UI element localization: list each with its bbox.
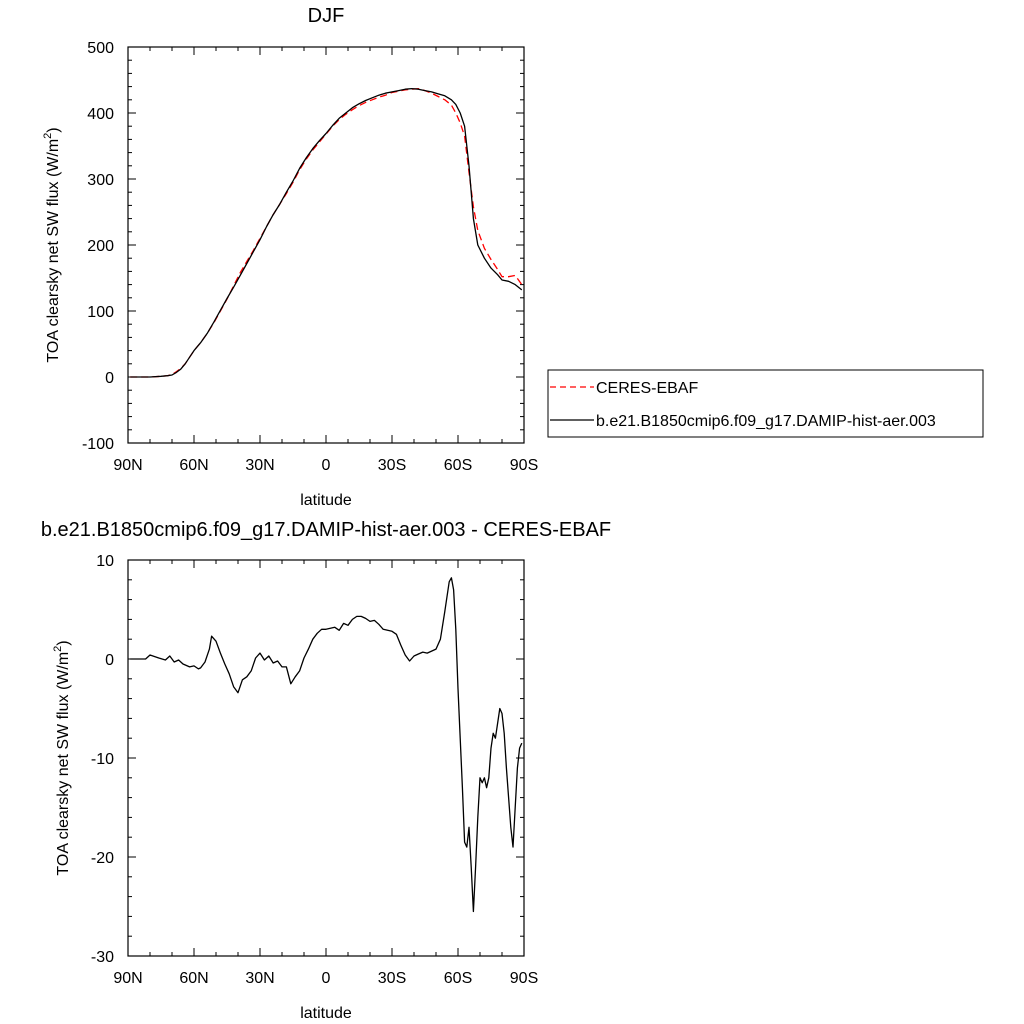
bottom-y-axis-label: TOA clearsky net SW flux (W/m2) bbox=[52, 640, 72, 875]
top-x-tick-labels: 90N 60N 30N 0 30S 60S 90S bbox=[113, 457, 538, 474]
bottom-chart-title: b.e21.B1850cmip6.f09_g17.DAMIP-hist-aer.… bbox=[41, 519, 611, 541]
bottom-x-tick-label: 60S bbox=[444, 970, 472, 987]
bottom-x-tick-label: 90N bbox=[113, 970, 142, 987]
top-series-line-2 bbox=[130, 87, 523, 378]
bottom-series-group bbox=[130, 577, 523, 913]
legend-label-model: b.e21.B1850cmip6.f09_g17.DAMIP-hist-aer.… bbox=[596, 413, 936, 430]
top-y-axis-label: TOA clearsky net SW flux (W/m2) bbox=[42, 127, 62, 362]
bottom-x-tick-label: 30N bbox=[245, 970, 274, 987]
legend: CERES-EBAF b.e21.B1850cmip6.f09_g17.DAMI… bbox=[547, 369, 984, 438]
top-y-tick-label: 500 bbox=[87, 40, 114, 57]
bottom-x-tick-label: 0 bbox=[322, 970, 331, 987]
top-chart-title: DJF bbox=[308, 5, 345, 27]
top-x-tick-label: 60S bbox=[444, 457, 472, 474]
top-y-tick-label: -100 bbox=[82, 436, 114, 453]
legend-label-ceres: CERES-EBAF bbox=[596, 380, 698, 397]
top-x-axis-label: latitude bbox=[300, 492, 352, 509]
top-y-tick-label: 400 bbox=[87, 106, 114, 123]
bottom-y-tick-label: -30 bbox=[91, 949, 114, 966]
top-y-tick-label: 300 bbox=[87, 172, 114, 189]
bottom-x-tick-labels: 90N 60N 30N 0 30S 60S 90S bbox=[113, 970, 538, 987]
bottom-y-tick-label: -10 bbox=[91, 751, 114, 768]
top-x-tick-label: 60N bbox=[179, 457, 208, 474]
top-series-line-1 bbox=[130, 87, 523, 378]
bottom-x-axis-label: latitude bbox=[300, 1005, 352, 1022]
top-x-tick-label: 30S bbox=[378, 457, 406, 474]
top-axis-ticks bbox=[127, 46, 525, 444]
top-x-tick-label: 90N bbox=[113, 457, 142, 474]
bottom-y-tick-label: -20 bbox=[91, 850, 114, 867]
top-x-tick-label: 0 bbox=[322, 457, 331, 474]
top-plot-frame bbox=[127, 46, 525, 444]
bottom-chart-panel: b.e21.B1850cmip6.f09_g17.DAMIP-hist-aer.… bbox=[41, 519, 611, 1022]
top-x-tick-label: 90S bbox=[510, 457, 538, 474]
top-chart-panel: DJF 90N 60N 30N 0 30S 60S 90S -100 0 100 200 300 40… bbox=[42, 5, 984, 509]
bottom-x-tick-label: 90S bbox=[510, 970, 538, 987]
bottom-plot-frame bbox=[127, 559, 525, 957]
top-y-tick-label: 200 bbox=[87, 238, 114, 255]
top-y-tick-labels: -100 0 100 200 300 400 500 bbox=[82, 40, 114, 453]
top-y-tick-label: 100 bbox=[87, 304, 114, 321]
bottom-y-tick-label: 10 bbox=[96, 553, 114, 570]
bottom-series-line-1 bbox=[130, 577, 523, 913]
bottom-x-tick-label: 30S bbox=[378, 970, 406, 987]
bottom-axis-ticks bbox=[127, 559, 525, 957]
bottom-y-tick-labels: -30 -20 -10 0 10 bbox=[91, 553, 114, 966]
top-y-tick-label: 0 bbox=[105, 370, 114, 387]
bottom-y-tick-label: 0 bbox=[105, 652, 114, 669]
top-x-tick-label: 30N bbox=[245, 457, 274, 474]
bottom-x-tick-label: 60N bbox=[179, 970, 208, 987]
legend-box bbox=[547, 369, 984, 438]
top-series-group bbox=[130, 87, 523, 378]
